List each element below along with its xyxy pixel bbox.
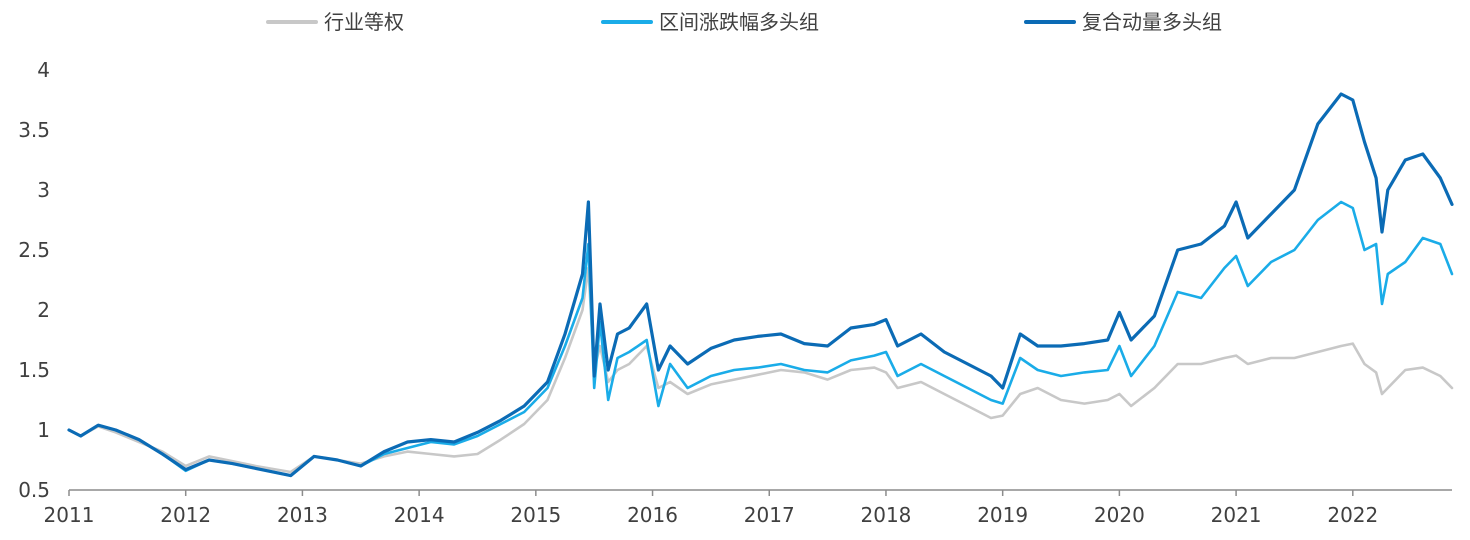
y-axis-tick-labels: 0.5 1 1.5 2 2.5 3 3.5 4 [18,58,50,502]
x-tick-label: 2018 [861,503,912,527]
y-tick-label: 3.5 [18,118,50,142]
y-tick-label: 1 [37,418,50,442]
y-tick-label: 2.5 [18,238,50,262]
legend-label-2: 复合动量多头组 [1082,10,1222,34]
legend-item-1: 区间涨跌幅多头组 [601,10,819,34]
x-tick-label: 2011 [44,503,95,527]
x-tick-label: 2015 [510,503,561,527]
x-axis-tick-labels: 2011 2012 2013 2014 2015 2016 2017 2018 2019 2020… [44,503,1379,527]
y-tick-label: 0.5 [18,478,50,502]
x-axis-ticks [68,490,1354,496]
legend-label-0: 行业等权 [324,10,404,34]
legend-item-0: 行业等权 [266,10,404,34]
series-line-2 [67,92,1454,478]
y-tick-label: 4 [37,58,50,82]
legend-label-1: 区间涨跌幅多头组 [659,10,819,34]
x-tick-label: 2012 [160,503,211,527]
x-tick-label: 2014 [394,503,445,527]
legend-item-2: 复合动量多头组 [1024,10,1222,34]
x-tick-label: 2021 [1211,503,1262,527]
y-tick-label: 3 [37,178,50,202]
y-tick-label: 2 [37,298,50,322]
x-tick-label: 2020 [1094,503,1145,527]
series-lines [67,92,1454,478]
series-line-0 [67,266,1454,474]
x-tick-label: 2017 [744,503,795,527]
legend: 行业等权 区间涨跌幅多头组 复合动量多头组 [266,10,1222,34]
y-tick-label: 1.5 [18,358,50,382]
x-tick-label: 2013 [277,503,328,527]
x-tick-label: 2019 [977,503,1028,527]
series-line-1 [67,200,1454,477]
x-tick-label: 2016 [627,503,678,527]
x-tick-label: 2022 [1327,503,1378,527]
